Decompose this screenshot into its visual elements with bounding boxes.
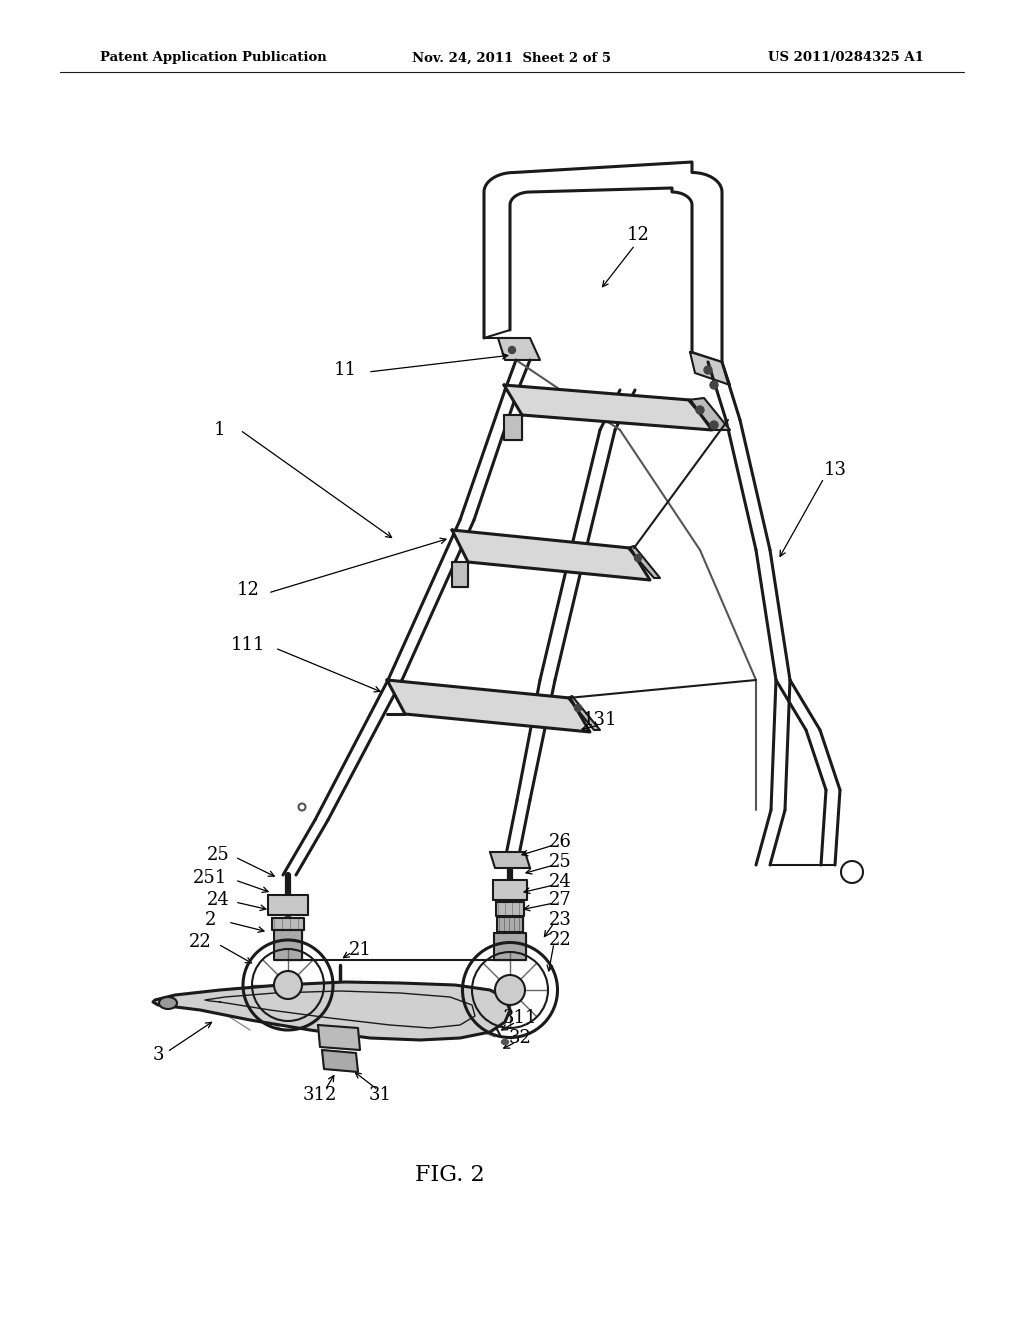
Polygon shape: [153, 982, 510, 1040]
Text: 2: 2: [205, 911, 216, 929]
Text: 31: 31: [369, 1086, 391, 1104]
Polygon shape: [274, 931, 302, 960]
Text: 312: 312: [303, 1086, 337, 1104]
Text: 11: 11: [334, 360, 356, 379]
Polygon shape: [322, 1049, 358, 1072]
Ellipse shape: [635, 554, 641, 561]
Text: 24: 24: [549, 873, 571, 891]
Text: 111: 111: [230, 636, 265, 653]
Text: 251: 251: [193, 869, 227, 887]
Ellipse shape: [710, 421, 718, 429]
Text: 25: 25: [207, 846, 229, 865]
Polygon shape: [628, 546, 660, 578]
Ellipse shape: [705, 366, 712, 374]
Text: 24: 24: [207, 891, 229, 909]
Polygon shape: [568, 696, 600, 730]
Polygon shape: [452, 531, 650, 579]
Text: 22: 22: [549, 931, 571, 949]
Text: 131: 131: [583, 711, 617, 729]
Polygon shape: [498, 338, 540, 360]
Polygon shape: [452, 562, 468, 587]
Text: 13: 13: [823, 461, 847, 479]
Ellipse shape: [159, 997, 177, 1008]
Text: 26: 26: [549, 833, 571, 851]
Text: 21: 21: [348, 941, 372, 960]
Ellipse shape: [574, 705, 582, 711]
Text: 12: 12: [237, 581, 259, 599]
Polygon shape: [493, 880, 527, 900]
Text: US 2011/0284325 A1: US 2011/0284325 A1: [768, 51, 924, 65]
Polygon shape: [494, 933, 526, 960]
Polygon shape: [272, 917, 304, 931]
Polygon shape: [497, 917, 523, 932]
Polygon shape: [688, 399, 730, 430]
Text: 22: 22: [188, 933, 211, 950]
Text: 23: 23: [549, 911, 571, 929]
Polygon shape: [504, 385, 712, 430]
Ellipse shape: [710, 381, 718, 389]
Ellipse shape: [502, 1040, 509, 1044]
Ellipse shape: [696, 407, 705, 414]
Text: 1: 1: [214, 421, 225, 440]
Polygon shape: [387, 680, 590, 733]
Text: 25: 25: [549, 853, 571, 871]
Text: 311: 311: [503, 1008, 538, 1027]
Ellipse shape: [495, 975, 525, 1005]
Polygon shape: [690, 352, 730, 385]
Polygon shape: [504, 414, 522, 440]
Text: FIG. 2: FIG. 2: [415, 1164, 484, 1185]
Text: 12: 12: [627, 226, 649, 244]
Ellipse shape: [274, 972, 302, 999]
Polygon shape: [318, 1026, 360, 1049]
Text: 3: 3: [153, 1045, 164, 1064]
Text: 32: 32: [509, 1030, 531, 1047]
Text: Patent Application Publication: Patent Application Publication: [100, 51, 327, 65]
Text: 27: 27: [549, 891, 571, 909]
Polygon shape: [496, 902, 524, 916]
Polygon shape: [490, 851, 530, 869]
Text: Nov. 24, 2011  Sheet 2 of 5: Nov. 24, 2011 Sheet 2 of 5: [413, 51, 611, 65]
Ellipse shape: [509, 346, 515, 354]
Polygon shape: [268, 895, 308, 915]
